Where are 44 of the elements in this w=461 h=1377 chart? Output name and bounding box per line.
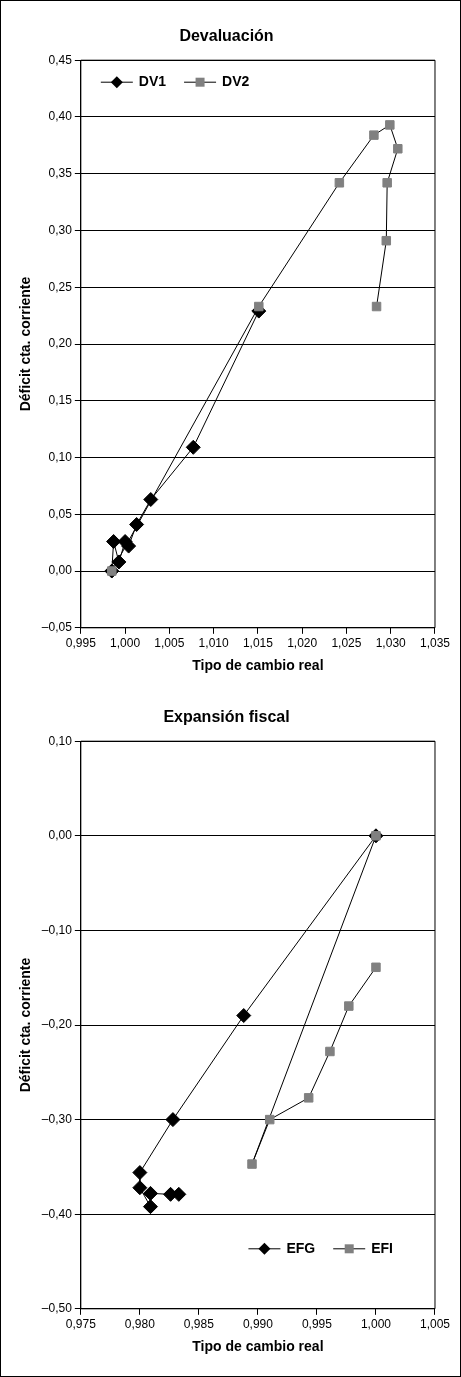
y-tick-label: 0,45	[48, 52, 73, 67]
y-tick-label: 0,10	[48, 733, 73, 748]
legend-label: DV2	[222, 72, 250, 89]
x-tick-label: 0,985	[183, 1317, 215, 1332]
x-tick-label: 1,010	[198, 636, 229, 651]
x-tick-label: 1,025	[331, 636, 362, 651]
y-tick-label: 0,20	[48, 336, 73, 351]
chart-title: Expansión fiscal	[163, 708, 290, 726]
x-tick-label: 0,990	[242, 1317, 274, 1332]
x-tick-label: 0,995	[65, 636, 97, 651]
y-tick-label: 0,00	[48, 828, 73, 843]
y-axis-title: Déficit cta. corriente	[17, 276, 34, 412]
x-tick-label: 1,015	[242, 636, 274, 651]
x-tick-label: 0,995	[301, 1317, 333, 1332]
x-tick-label: 1,000	[110, 636, 141, 651]
legend-label: EFG	[286, 1239, 316, 1256]
x-tick-label: 1,000	[360, 1317, 392, 1332]
x-tick-label: 1,005	[419, 1317, 451, 1332]
y-tick-label: 0,25	[48, 279, 73, 294]
chart-title: Devaluación	[179, 26, 274, 44]
y-tick-label: –0,40	[41, 1206, 73, 1221]
x-tick-label: 0,980	[124, 1317, 156, 1332]
y-tick-label: 0,15	[48, 392, 73, 407]
y-tick-label: –0,10	[41, 922, 73, 937]
legend-label: EFI	[371, 1239, 393, 1256]
y-tick-label: –0,05	[41, 619, 73, 634]
y-axis-title: Déficit cta. corriente	[17, 957, 34, 1093]
y-tick-label: 0,00	[48, 563, 73, 578]
x-axis-title: Tipo de cambio real	[192, 657, 324, 674]
y-tick-label: 0,30	[48, 222, 73, 237]
y-tick-label: –0,30	[41, 1112, 73, 1127]
x-tick-label: 1,005	[154, 636, 185, 651]
x-tick-label: 0,975	[65, 1317, 97, 1332]
y-tick-label: 0,40	[48, 109, 73, 124]
x-tick-label: 1,020	[287, 636, 318, 651]
x-axis-title: Tipo de cambio real	[192, 1338, 324, 1355]
y-tick-label: –0,20	[41, 1017, 73, 1032]
y-tick-label: 0,05	[48, 506, 73, 521]
legend-label: DV1	[138, 72, 167, 89]
y-tick-label: –0,50	[41, 1301, 73, 1316]
x-tick-label: 1,035	[419, 636, 451, 651]
x-tick-label: 1,030	[375, 636, 407, 651]
y-tick-label: 0,10	[48, 449, 73, 464]
y-tick-label: 0,35	[48, 165, 73, 180]
